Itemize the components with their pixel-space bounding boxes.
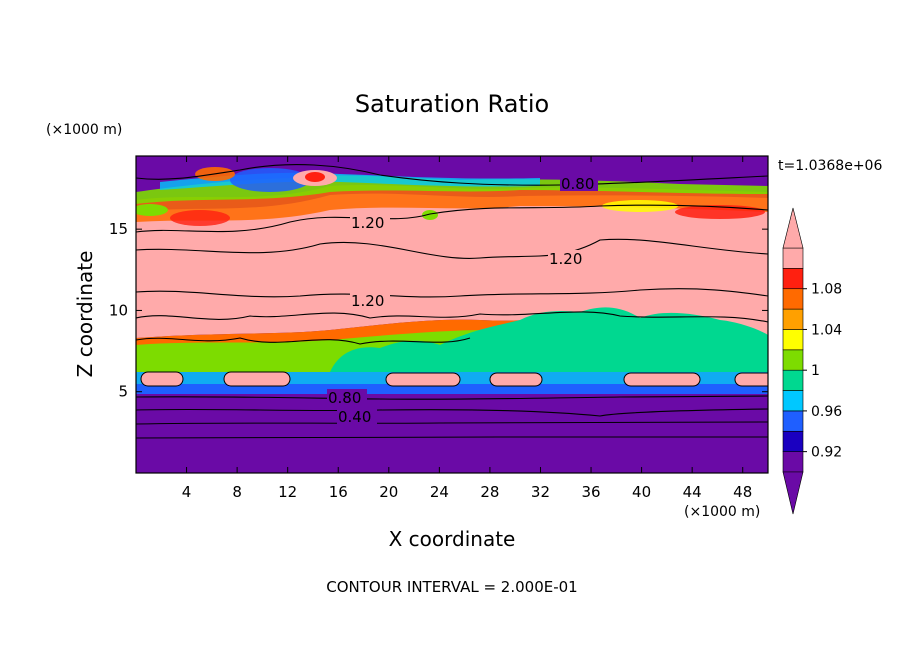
contour-line-2: [136, 204, 768, 233]
contour-line-1: [136, 164, 768, 186]
label-bg-1: [560, 175, 598, 191]
x-tick-label: 32: [531, 483, 550, 501]
colorbar-band: [782, 247, 804, 269]
colorbar-label: 0.92: [811, 445, 842, 461]
contour-label: 0.80: [328, 389, 361, 407]
x-tick-label: 12: [278, 483, 297, 501]
contour-line-6: [136, 337, 471, 345]
x-axis-unit: (×1000 m): [684, 504, 760, 520]
cloud-green-1: [422, 210, 438, 220]
label-bg-2: [350, 214, 390, 230]
region-lower-blue: [136, 384, 768, 394]
label-bg-4: [350, 292, 390, 308]
region-lower-layer: [136, 394, 768, 473]
x-tick-label: 24: [430, 483, 449, 501]
y-axis-ticks: 5 10 15: [109, 220, 768, 401]
contour-line-5: [136, 311, 768, 323]
colorbar-bottom-arrow: [782, 471, 804, 515]
contour-label: 1.20: [351, 292, 384, 310]
colorbar-top-arrow: [782, 207, 804, 249]
label-bg-5: [327, 389, 367, 405]
colorbar-band: [782, 390, 804, 412]
cloud-blue-1: [230, 168, 310, 192]
lens-2: [223, 371, 291, 387]
x-tick-label: 16: [329, 483, 348, 501]
cloud-red-1: [305, 172, 325, 182]
y-axis-label: Z coordinate: [73, 251, 97, 378]
contour-label: 1.20: [351, 214, 384, 232]
region-supersaturated: [136, 193, 768, 345]
x-tick-label: 8: [232, 483, 242, 501]
contour-line-4: [136, 288, 768, 298]
contour-line-8: [136, 408, 768, 417]
colorbar-band: [782, 369, 804, 391]
x-tick-label: 36: [581, 483, 600, 501]
plot-frame: [135, 155, 769, 474]
contour-line-7: [136, 395, 768, 400]
colorbar-band: [782, 349, 804, 371]
x-axis-label: X coordinate: [389, 527, 516, 551]
colorbar-label: 1: [811, 363, 820, 379]
contour-label: 0.40: [338, 408, 371, 426]
colorbar-band: [782, 329, 804, 351]
time-label: t=1.0368e+06: [778, 158, 882, 174]
region-lower-mint: [330, 307, 768, 372]
lens-6: [734, 372, 768, 387]
lens-3: [385, 372, 461, 387]
y-axis-unit: (×1000 m): [46, 122, 122, 138]
colorbar-band: [782, 268, 804, 290]
colorbar-label: 1.04: [811, 322, 842, 338]
colorbar: 0.92 0.96 1 1.04 1.08: [782, 207, 842, 515]
cloud-yellow-1: [602, 200, 678, 212]
cloud-red-3: [170, 210, 230, 226]
x-tick-label: 4: [182, 483, 192, 501]
x-tick-label: 48: [733, 483, 752, 501]
lens-5: [623, 372, 701, 387]
x-axis-ticks: 4 8 12 16 20 24 28 32 36 40 44 48: [182, 156, 752, 501]
label-bg-3: [548, 250, 588, 266]
x-tick-label: 44: [683, 483, 702, 501]
contour-line-9: [136, 421, 768, 425]
x-tick-label: 40: [632, 483, 651, 501]
contour-interval-footer: CONTOUR INTERVAL = 2.000E-01: [326, 578, 577, 596]
colorbar-band: [782, 410, 804, 432]
colorbar-band: [782, 430, 804, 452]
contour-label: 0.80: [561, 175, 594, 193]
chart-title: Saturation Ratio: [355, 90, 549, 118]
y-tick-label: 15: [109, 220, 128, 238]
colorbar-band: [782, 288, 804, 310]
colorbar-band: [782, 308, 804, 330]
colorbar-band: [782, 451, 804, 473]
contour-label: 1.20: [549, 250, 582, 268]
lens-1: [140, 371, 184, 387]
contour-line-10: [136, 436, 768, 439]
y-tick-label: 10: [109, 301, 128, 319]
colorbar-label: 0.96: [811, 404, 842, 420]
saturation-field: 0.80 1.20 1.20 1.20 0.80 0.40: [136, 156, 768, 473]
lens-4: [489, 372, 543, 387]
x-tick-label: 20: [379, 483, 398, 501]
label-bg-6: [337, 408, 377, 424]
colorbar-label: 1.08: [811, 282, 842, 298]
y-tick-label: 5: [118, 383, 128, 401]
cloud-green-2: [136, 204, 168, 216]
x-tick-label: 28: [480, 483, 499, 501]
contour-line-3: [136, 238, 768, 259]
